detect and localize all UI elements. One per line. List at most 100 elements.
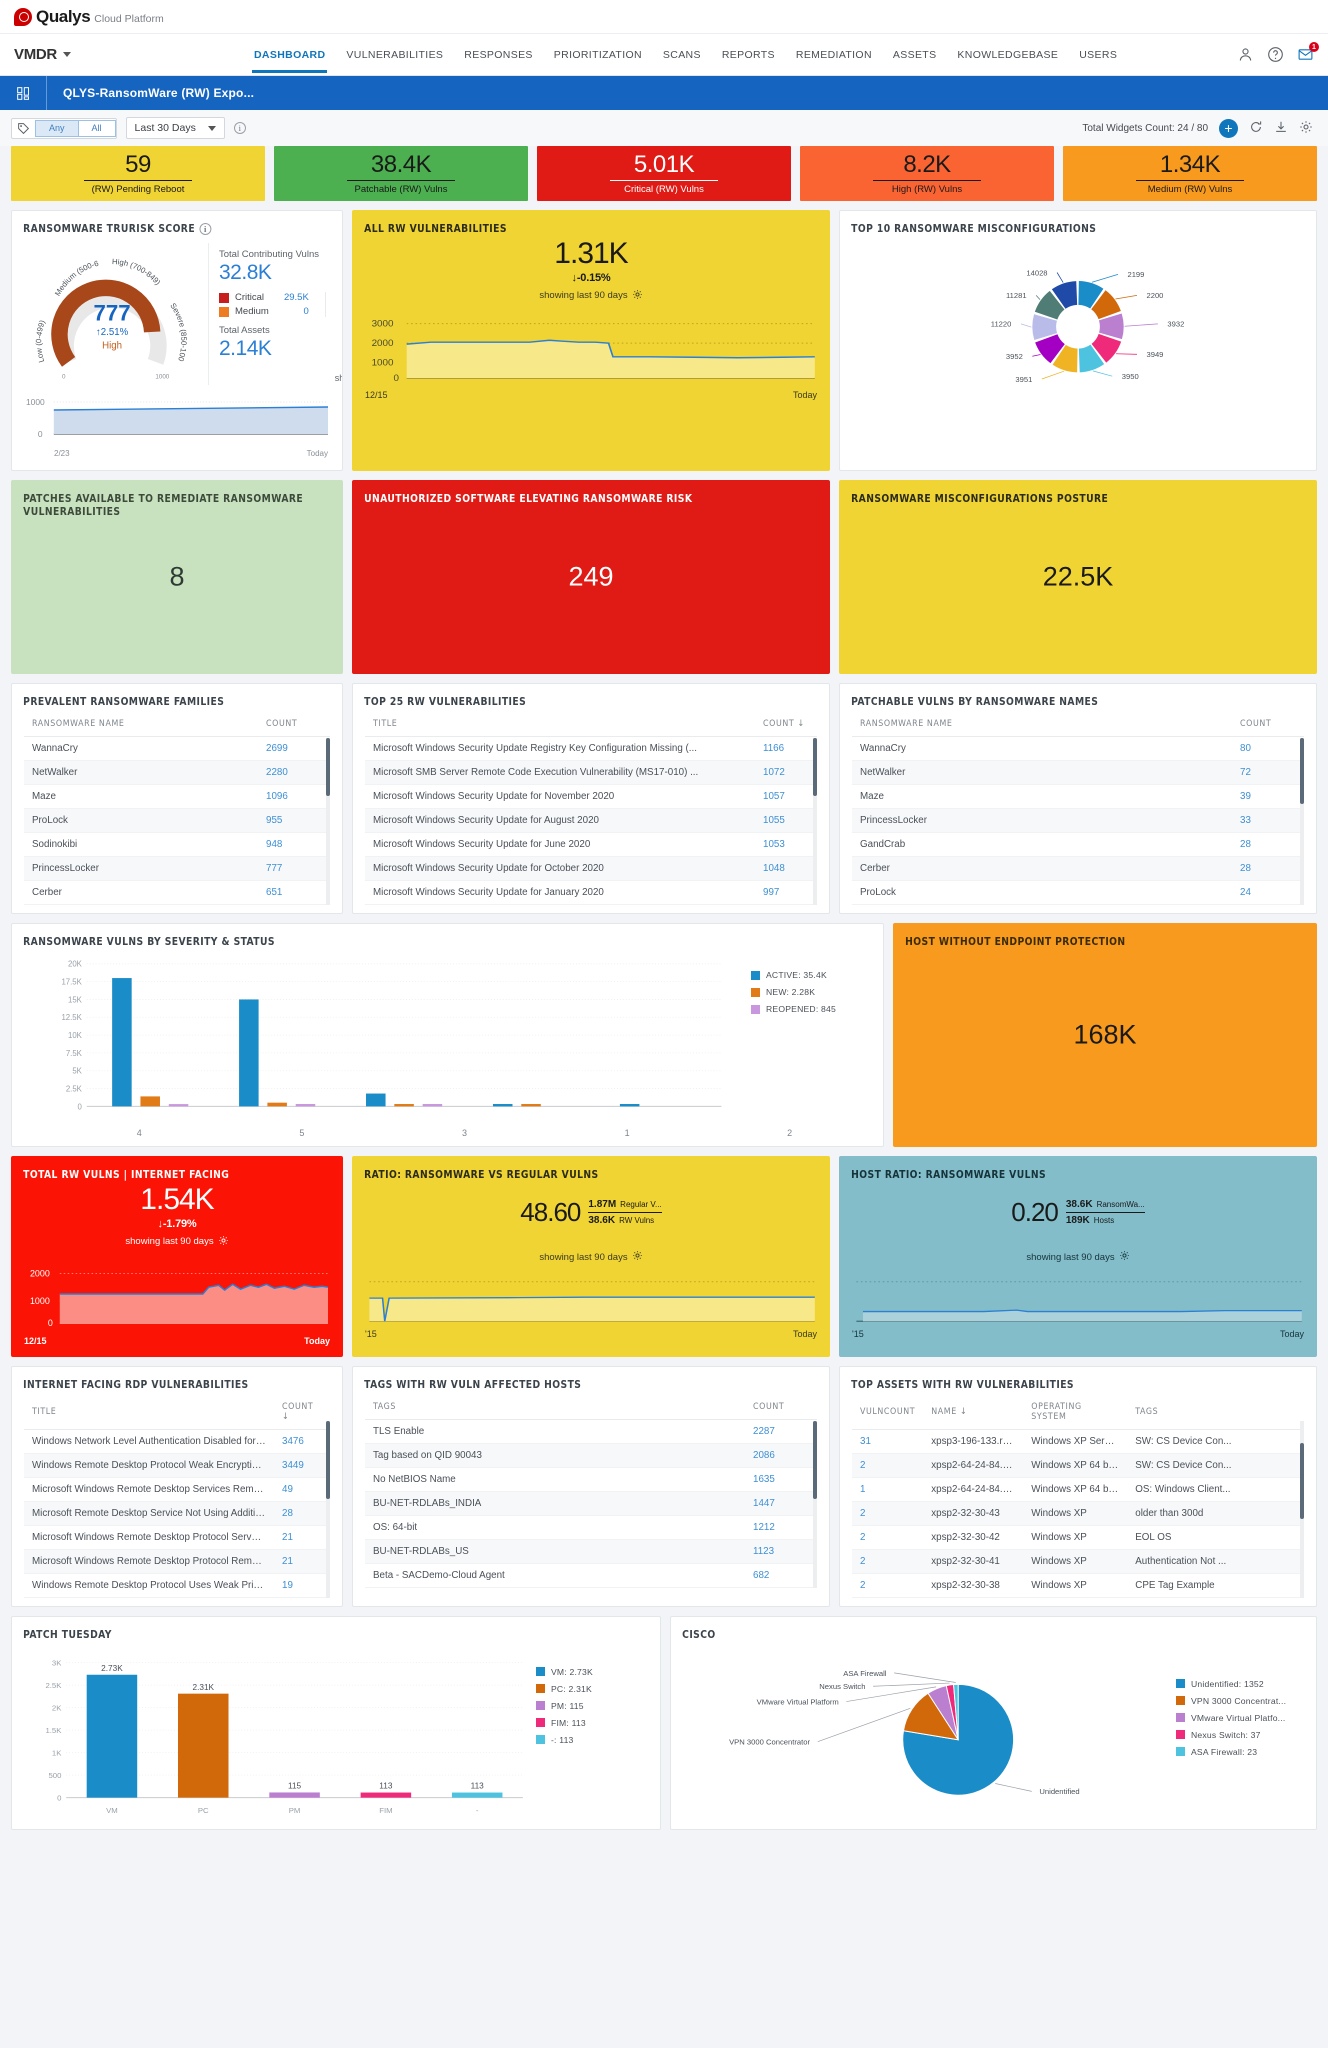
table-row[interactable]: 2 xpsp2-32-30-42 Windows XP EOL OS xyxy=(852,1525,1304,1550)
table-row[interactable]: Microsoft Remote Desktop Service Not Usi… xyxy=(24,1501,330,1526)
widget-patch-tuesday[interactable]: PATCH TUESDAY 0 500 1K 1.5K 2K 2.5K 3K 2.73K VM 2… xyxy=(11,1615,661,1830)
gear-icon[interactable] xyxy=(1299,120,1313,137)
table-row[interactable]: Cerber 28 xyxy=(852,856,1304,881)
column-header-ransomware-name[interactable]: RANSOMWARE NAME xyxy=(852,716,1232,737)
bar-5-new[interactable] xyxy=(267,1102,287,1107)
gear-icon[interactable] xyxy=(218,1235,229,1249)
widget-host-without-endpoint-protection[interactable]: HOST WITHOUT ENDPOINT PROTECTION 168K xyxy=(893,923,1317,1147)
donut-slice-3932[interactable] xyxy=(1098,313,1124,340)
table-row[interactable]: WannaCry 80 xyxy=(852,736,1304,761)
widget-ratio-ransomware-vs-regular[interactable]: RATIO: RANSOMWARE VS REGULAR VULNS 48.60… xyxy=(352,1156,830,1357)
info-icon[interactable]: i xyxy=(233,122,246,134)
legend-item[interactable]: ASA Firewall: 23 xyxy=(1176,1747,1304,1757)
widget-total-rw-vulns-internet-facing[interactable]: TOTAL RW VULNS | INTERNET FACING 1.54K ↓… xyxy=(11,1156,343,1357)
scrollbar-thumb[interactable] xyxy=(326,738,330,796)
table-row[interactable]: Microsoft Windows Remote Desktop Service… xyxy=(24,1477,330,1502)
bar-4-active[interactable] xyxy=(112,978,132,1107)
mail-icon[interactable]: 1 xyxy=(1297,42,1319,63)
column-header-count[interactable]: COUNT ↓ xyxy=(755,716,817,737)
legend-item[interactable]: -: 113 xyxy=(536,1735,648,1745)
nav-item-remediation[interactable]: REMEDIATION xyxy=(795,49,872,61)
table-row[interactable]: Maze 1096 xyxy=(24,784,330,809)
widget-top-assets-with-rw-vulnerabilities[interactable]: TOP ASSETS WITH RW VULNERABILITIES VULNC… xyxy=(839,1365,1317,1607)
donut-slice-2200[interactable] xyxy=(1091,290,1121,320)
legend-item[interactable]: VPN 3000 Concentrat... xyxy=(1176,1696,1304,1706)
widget-prevalent-ransomware-families[interactable]: PREVALENT RANSOMWARE FAMILIES RANSOMWARE… xyxy=(11,683,343,914)
bar-3-new[interactable] xyxy=(394,1104,414,1107)
nav-item-vulnerabilities[interactable]: VULNERABILITIES xyxy=(346,49,444,61)
scrollbar-thumb[interactable] xyxy=(1300,1442,1304,1519)
legend-item[interactable]: FIM: 113 xyxy=(536,1718,648,1728)
nav-item-reports[interactable]: REPORTS xyxy=(721,49,775,61)
bar-5-reopened[interactable] xyxy=(295,1104,316,1107)
table-container[interactable]: RANSOMWARE NAME COUNT WannaCry 80 NetWalker 7… xyxy=(840,716,1316,913)
table-row[interactable]: Cerber 651 xyxy=(24,880,330,905)
nav-item-scans[interactable]: SCANS xyxy=(662,49,701,61)
bar-VM[interactable] xyxy=(86,1674,138,1798)
tag-filter[interactable]: Any All xyxy=(11,117,117,139)
scrollbar-thumb[interactable] xyxy=(813,1420,817,1499)
nav-item-prioritization[interactable]: PRIORITIZATION xyxy=(553,49,642,61)
dashboard-name[interactable]: QLYS-RansomWare (RW) Expo... xyxy=(63,86,255,100)
kpi-tile-0[interactable]: 59 (RW) Pending Reboot xyxy=(11,146,265,201)
table-row[interactable]: No NetBIOS Name 1635 xyxy=(365,1467,817,1492)
legend-item[interactable]: VM: 2.73K xyxy=(536,1667,648,1677)
download-icon[interactable] xyxy=(1274,120,1288,137)
kpi-tile-3[interactable]: 8.2K High (RW) Vulns xyxy=(800,146,1054,201)
column-header-operating-system[interactable]: OPERATING SYSTEM xyxy=(1023,1398,1128,1430)
legend-item[interactable]: REOPENED: 845 xyxy=(751,1004,871,1014)
column-header-tags[interactable]: TAGS xyxy=(1127,1398,1304,1430)
legend-item[interactable]: NEW: 2.28K xyxy=(751,987,871,997)
table-row[interactable]: WannaCry 2699 xyxy=(24,736,330,761)
table-container[interactable]: RANSOMWARE NAME COUNT WannaCry 2699 NetWalke… xyxy=(12,716,342,913)
bar-FIM[interactable] xyxy=(360,1792,412,1798)
table-row[interactable]: ProLock 955 xyxy=(24,808,330,833)
widget-misconfigurations-posture[interactable]: RANSOMWARE MISCONFIGURATIONS POSTURE 22.… xyxy=(839,480,1317,674)
brand[interactable]: Qualys Cloud Platform xyxy=(14,7,164,27)
plus-icon[interactable]: + xyxy=(1219,118,1238,138)
app-switcher[interactable]: VMDR xyxy=(14,46,114,63)
table-row[interactable]: 1 xpsp2-64-24-84.pat... Windows XP 64 bit … xyxy=(852,1477,1304,1502)
scrollbar-thumb[interactable] xyxy=(1300,738,1304,804)
widget-tags-with-rw-vuln-affected-hosts[interactable]: TAGS WITH RW VULN AFFECTED HOSTS TAGS COU… xyxy=(352,1365,830,1607)
donut-slice-3951[interactable] xyxy=(1052,344,1078,373)
table-row[interactable]: GandCrab 28 xyxy=(852,832,1304,857)
donut-slice-11281[interactable] xyxy=(1034,290,1065,320)
table-row[interactable]: ProLock 24 xyxy=(852,880,1304,905)
table-row[interactable]: BU-NET-RDLABs_US 1123 xyxy=(365,1539,817,1564)
table-row[interactable]: Microsoft Windows Security Update for Ju… xyxy=(365,832,817,857)
table-row[interactable]: Tag based on QID 90043 2086 xyxy=(365,1443,817,1468)
table-row[interactable]: Sodinokibi 948 xyxy=(24,832,330,857)
table-row[interactable]: 2 xpsp2-32-30-43 Windows XP older than 300d xyxy=(852,1501,1304,1526)
donut-slice-11220[interactable] xyxy=(1032,314,1058,340)
legend-item[interactable]: VMware Virtual Platfo... xyxy=(1176,1713,1304,1723)
table-row[interactable]: 2 xpsp2-32-30-38 Windows XP CPE Tag Example xyxy=(852,1573,1304,1598)
tag-filter-all[interactable]: All xyxy=(78,119,116,137)
column-header-tags[interactable]: TAGS xyxy=(365,1398,745,1420)
nav-item-responses[interactable]: RESPONSES xyxy=(464,49,533,61)
kpi-tile-4[interactable]: 1.34K Medium (RW) Vulns xyxy=(1063,146,1317,201)
widget-patchable-vulns-by-name[interactable]: PATCHABLE VULNS BY RANSOMWARE NAMES RANS… xyxy=(839,683,1317,914)
widget-top-10-ransomware-misconfigurations[interactable]: TOP 10 RANSOMWARE MISCONFIGURATIONS 2199… xyxy=(839,210,1317,471)
column-header-name[interactable]: NAME ↓ xyxy=(923,1398,1024,1430)
donut-slice-14028[interactable] xyxy=(1051,281,1078,309)
dashboard-grid-icon[interactable] xyxy=(0,86,46,101)
widget-top-25-rw-vulnerabilities[interactable]: TOP 25 RW VULNERABILITIES TITLE COUNT ↓ Mi… xyxy=(352,683,830,914)
column-header-count[interactable]: COUNT xyxy=(1232,716,1304,737)
legend-item[interactable]: Unidentified: 1352 xyxy=(1176,1679,1304,1689)
table-row[interactable]: Windows Network Level Authentication Dis… xyxy=(24,1429,330,1454)
nav-item-knowledgebase[interactable]: KNOWLEDGEBASE xyxy=(957,49,1059,61)
column-header-title[interactable]: TITLE xyxy=(365,716,755,737)
bar-3-active[interactable] xyxy=(366,1093,386,1107)
table-row[interactable]: Microsoft Windows Security Update for Oc… xyxy=(365,856,817,881)
column-header-ransomware-name[interactable]: RANSOMWARE NAME xyxy=(24,716,258,737)
table-row[interactable]: Microsoft Windows Security Update Regist… xyxy=(365,736,817,761)
table-row[interactable]: Maze 39 xyxy=(852,784,1304,809)
table-row[interactable]: Microsoft Windows Remote Desktop Protoco… xyxy=(24,1525,330,1550)
table-container[interactable]: VULNCOUNT NAME ↓ OPERATING SYSTEM TAGS 31 xps… xyxy=(840,1398,1316,1606)
table-container[interactable]: TAGS COUNT TLS Enable 2287 Tag based on QID … xyxy=(353,1398,829,1596)
table-row[interactable]: NetWalker 72 xyxy=(852,760,1304,785)
nav-item-assets[interactable]: ASSETS xyxy=(892,49,937,61)
help-icon[interactable] xyxy=(1267,46,1284,63)
widget-internet-facing-rdp-vulnerabilities[interactable]: INTERNET FACING RDP VULNERABILITIES TITL… xyxy=(11,1365,343,1607)
